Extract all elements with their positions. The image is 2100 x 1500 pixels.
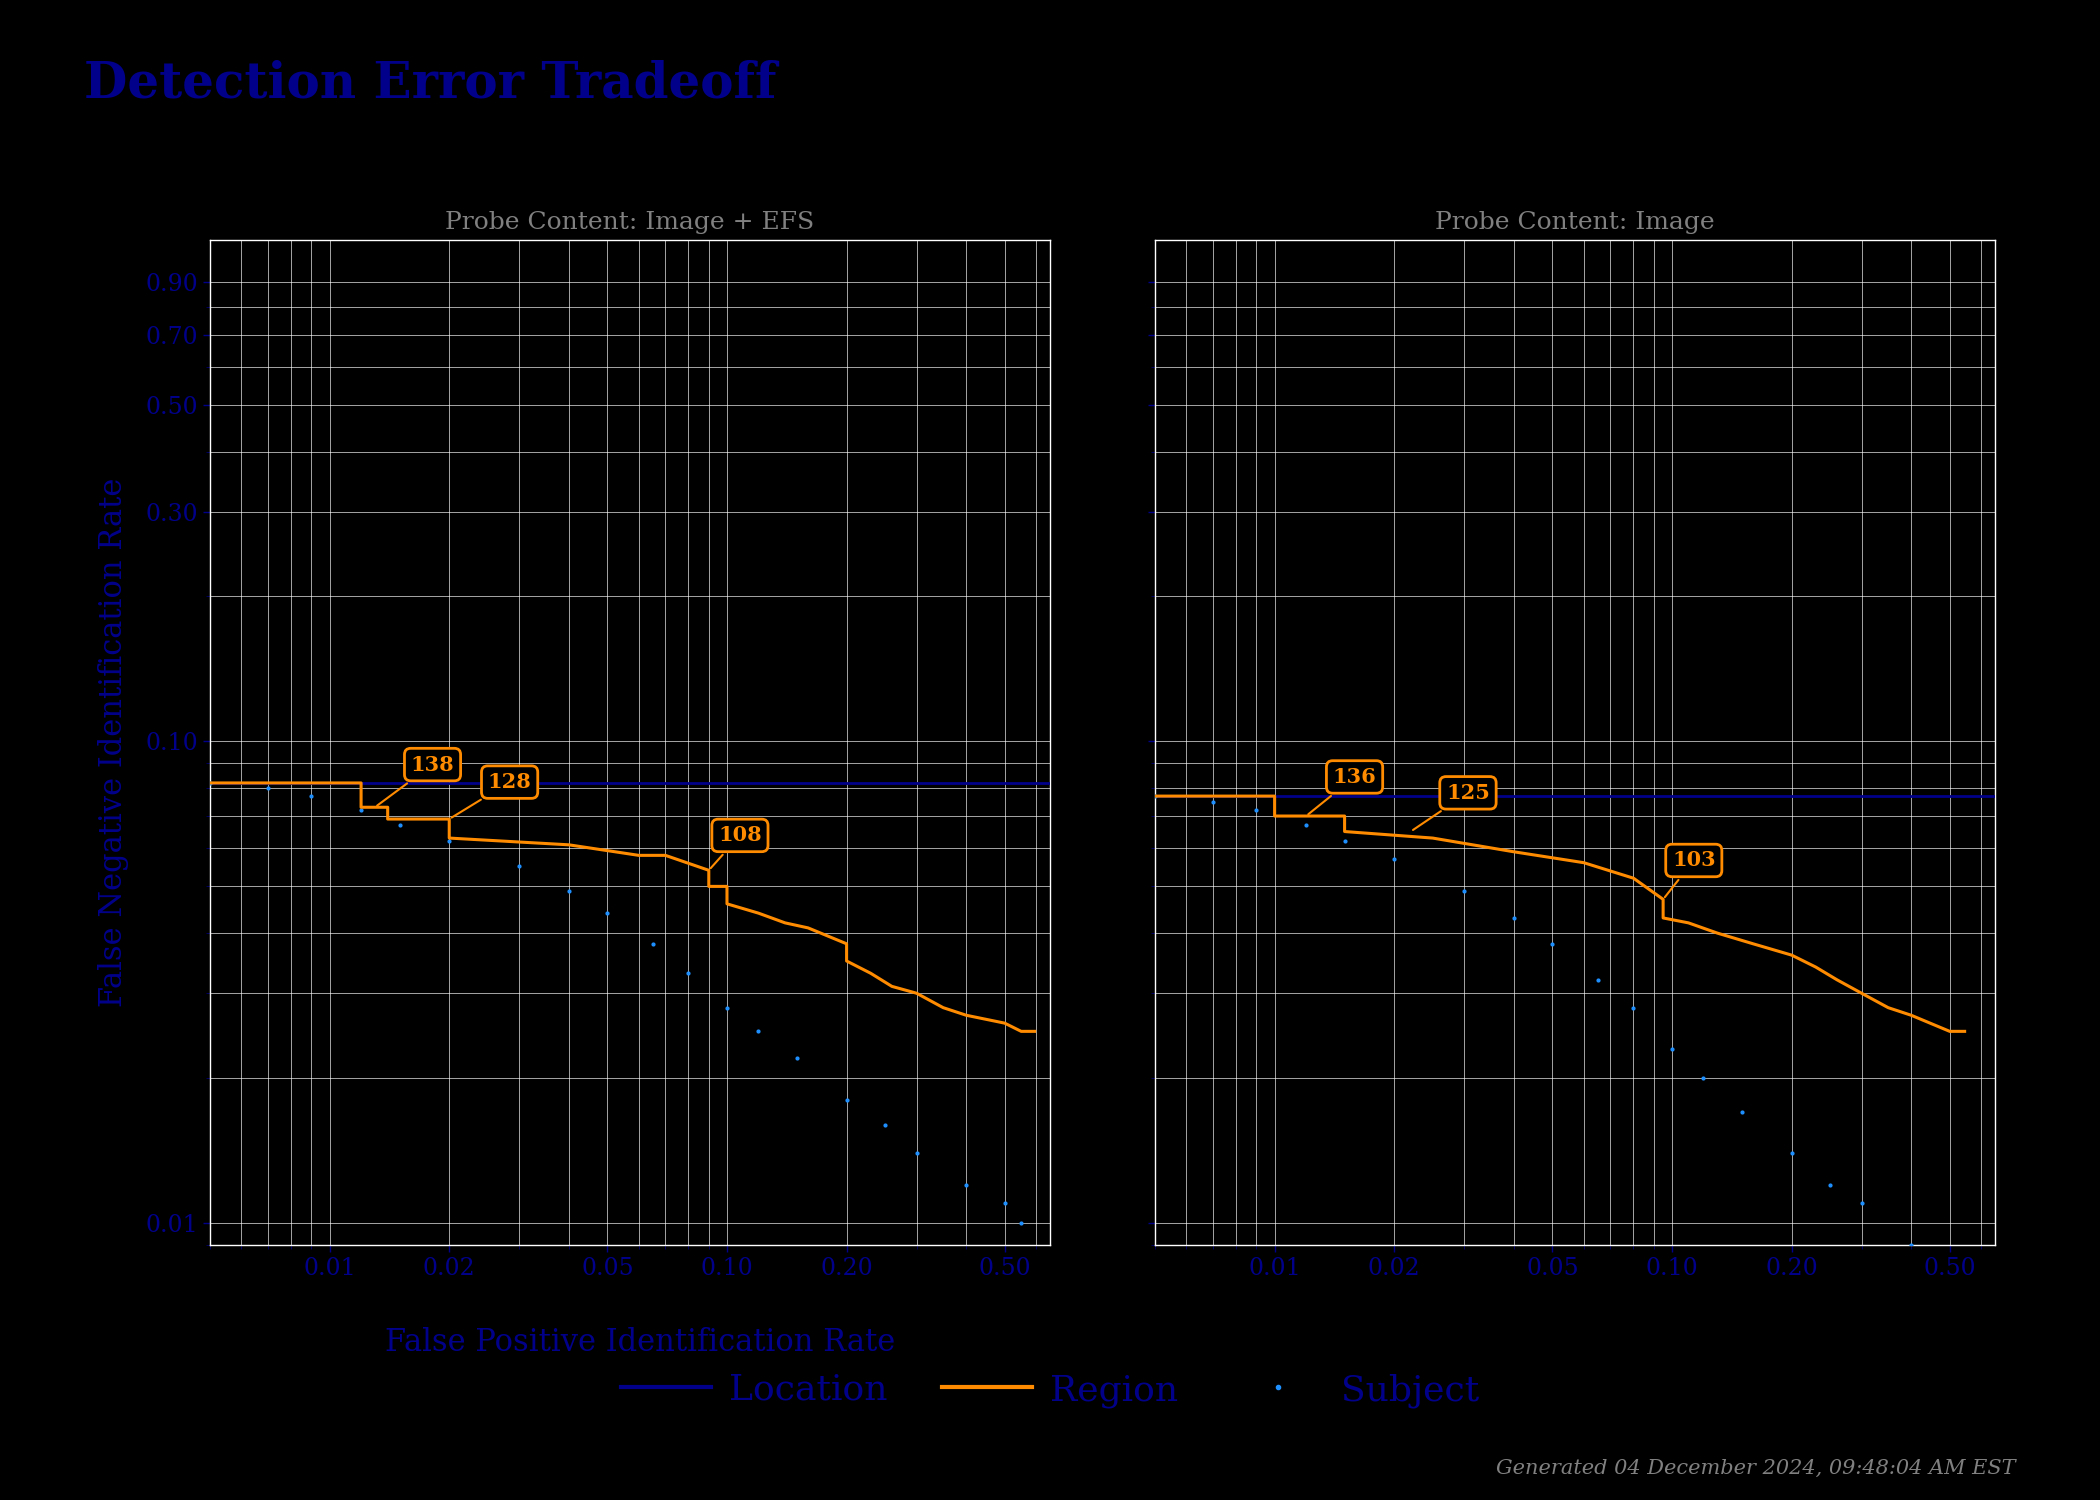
Title: Probe Content: Image: Probe Content: Image: [1434, 211, 1716, 234]
Title: Probe Content: Image + EFS: Probe Content: Image + EFS: [445, 211, 815, 234]
Y-axis label: False Negative Identification Rate: False Negative Identification Rate: [99, 478, 128, 1006]
Text: 136: 136: [1308, 766, 1376, 814]
Text: Generated 04 December 2024, 09:48:04 AM EST: Generated 04 December 2024, 09:48:04 AM …: [1497, 1458, 2016, 1478]
Legend: Location, Region, Subject: Location, Region, Subject: [607, 1359, 1493, 1422]
Text: 138: 138: [378, 754, 454, 806]
Text: False Positive Identification Rate: False Positive Identification Rate: [386, 1328, 895, 1358]
Text: 128: 128: [452, 772, 531, 818]
Text: Detection Error Tradeoff: Detection Error Tradeoff: [84, 60, 777, 110]
Text: 108: 108: [710, 825, 762, 868]
Text: 125: 125: [1413, 783, 1489, 830]
Text: 103: 103: [1665, 850, 1716, 897]
